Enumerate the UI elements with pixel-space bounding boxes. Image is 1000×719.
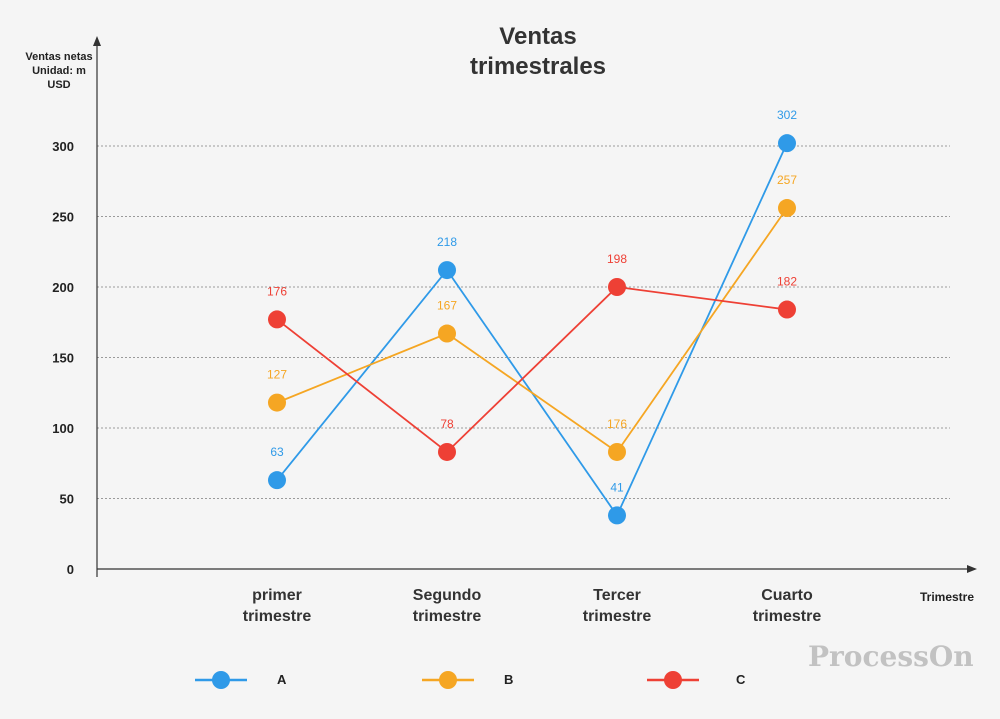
legend-marker-a (212, 671, 230, 689)
data-label-c: 182 (777, 275, 797, 289)
data-label-a: 63 (270, 445, 284, 459)
y-tick-label: 50 (60, 492, 74, 507)
data-point-c (268, 310, 286, 329)
y-tick-label: 300 (52, 139, 74, 154)
y-axis-label: Ventas netas Unidad: m USD (25, 51, 93, 91)
y-tick-label: 250 (52, 210, 74, 225)
chart-title: Ventas trimestrales (469, 23, 607, 80)
series-points (268, 134, 796, 525)
data-point-a (778, 134, 796, 153)
y-tick-label: 100 (52, 421, 74, 436)
legend-marker-b (439, 671, 457, 689)
y-tick-label: 200 (52, 280, 74, 295)
data-point-c (438, 442, 456, 461)
data-point-a (268, 471, 286, 490)
x-axis-label: Trimestre (919, 590, 975, 604)
x-tick-label: primer trimestre (243, 587, 312, 625)
data-label-a: 218 (437, 235, 457, 249)
y-tick-label: 150 (52, 351, 74, 366)
gridlines (97, 145, 950, 499)
series-line-b (276, 207, 788, 454)
legend (195, 671, 699, 689)
legend-marker-c (664, 671, 682, 689)
x-axis-arrow (967, 565, 977, 573)
x-tick-labels: primer trimestre Segundo trimestre Tercer tri… (243, 587, 822, 625)
watermark-logo: ProcessOn (808, 640, 974, 673)
data-label-c: 78 (440, 417, 454, 431)
data-label-c: 176 (267, 284, 287, 298)
y-tick-label: 0 (67, 562, 74, 577)
data-label-a: 41 (610, 480, 624, 494)
legend-label-a: A (277, 672, 287, 687)
data-label-c: 198 (607, 252, 627, 266)
data-point-b (608, 442, 626, 461)
data-label-b: 167 (437, 299, 457, 313)
data-labels: 63 218 41 302 127 167 176 257 176 78 198 182 (267, 108, 797, 494)
series-line-a (276, 142, 788, 518)
data-point-b (438, 324, 456, 343)
series-line-c (276, 286, 788, 454)
axes (93, 36, 977, 577)
data-label-a: 302 (777, 108, 797, 122)
data-point-c (608, 278, 626, 296)
data-point-b (778, 199, 796, 218)
x-tick-label: Cuarto trimestre (753, 587, 822, 625)
data-point-a (608, 506, 626, 525)
data-label-b: 176 (607, 417, 627, 431)
data-label-b: 127 (267, 368, 287, 382)
legend-label-c: C (736, 672, 746, 687)
data-point-c (778, 300, 796, 319)
x-tick-label: Tercer trimestre (583, 587, 652, 625)
y-tick-labels: 0 50 100 150 200 250 300 (52, 139, 74, 577)
data-point-a (438, 261, 456, 280)
x-tick-label: Segundo trimestre (413, 587, 482, 625)
y-axis-arrow (93, 36, 101, 46)
legend-label-b: B (504, 672, 514, 687)
data-point-b (268, 393, 286, 412)
series-lines (276, 142, 788, 518)
data-label-b: 257 (777, 173, 797, 187)
